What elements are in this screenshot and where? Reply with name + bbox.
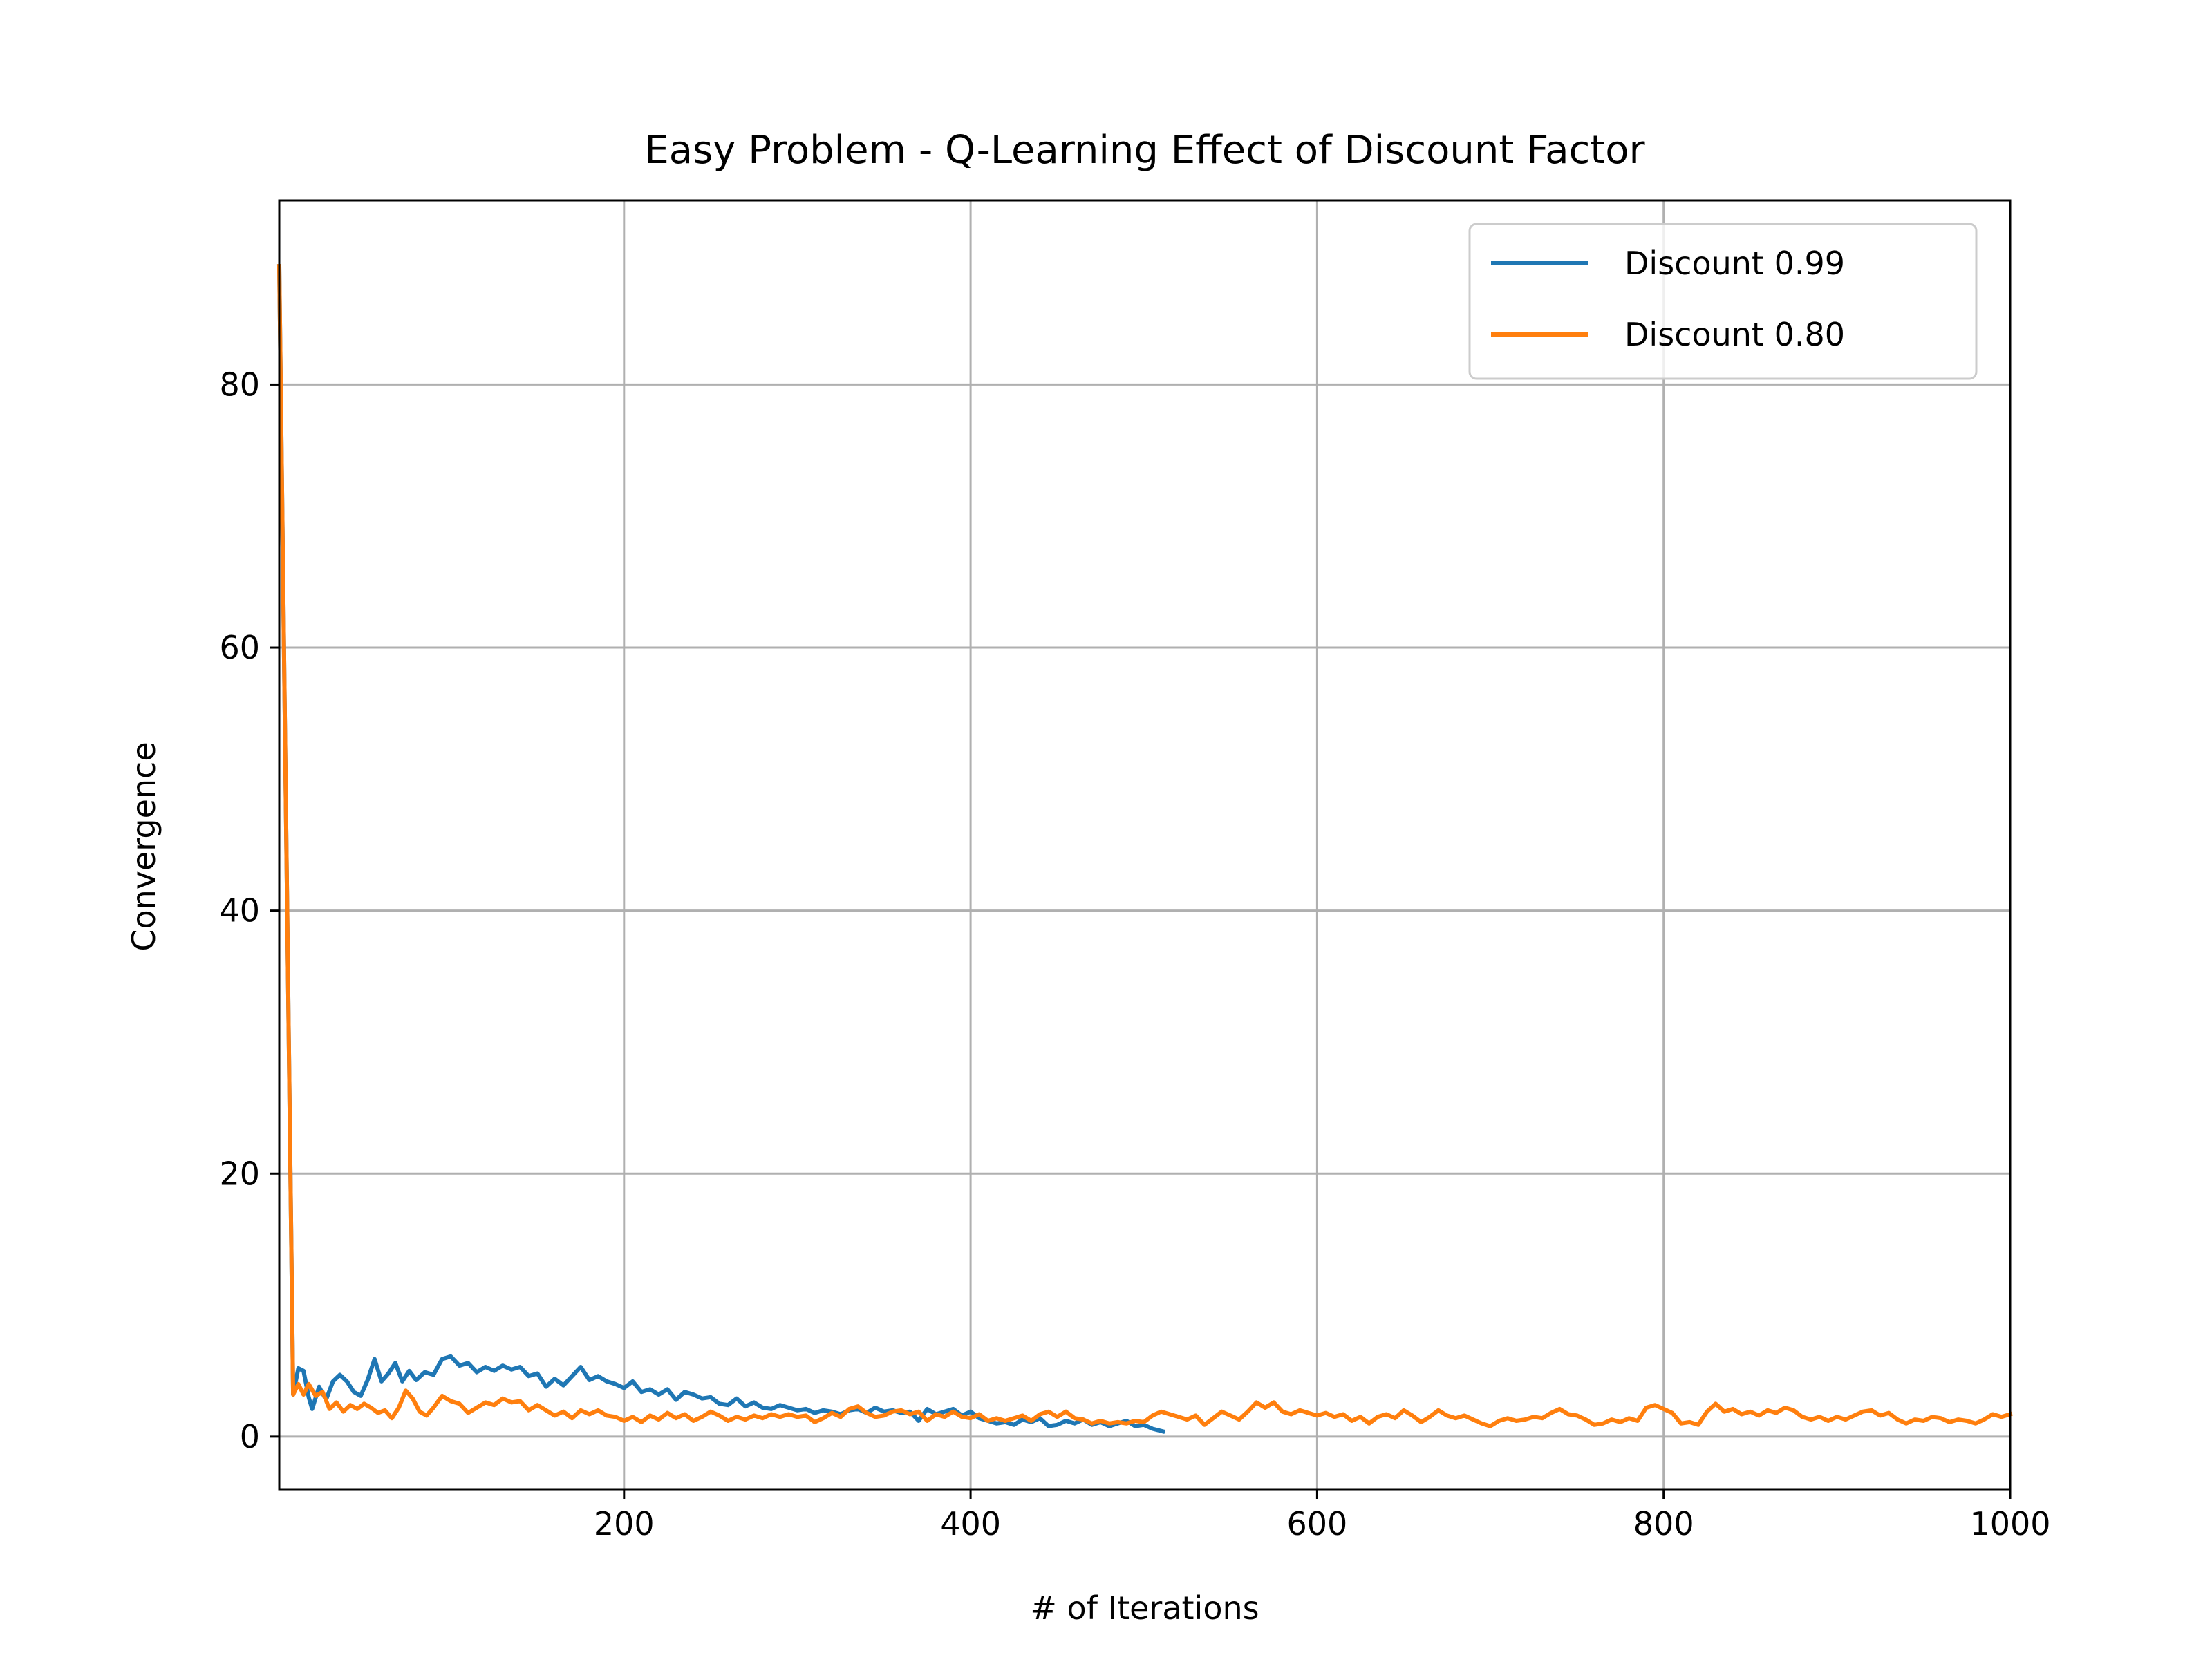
x-tick-label: 200 xyxy=(594,1505,655,1542)
grid xyxy=(279,200,2012,1489)
x-axis-label: # of Iterations xyxy=(1030,1589,1259,1627)
x-tick-label: 400 xyxy=(940,1505,1001,1542)
legend-box xyxy=(1468,223,1978,380)
x-tick-label: 600 xyxy=(1286,1505,1347,1542)
legend-label-discount-080: Discount 0.80 xyxy=(1624,316,1845,353)
series-lines xyxy=(276,264,2013,1434)
x-tick-label: 1000 xyxy=(1969,1505,2050,1542)
y-tick-label: 20 xyxy=(219,1155,260,1192)
y-tick-label: 80 xyxy=(219,366,260,403)
y-tick-label: 60 xyxy=(219,629,260,666)
legend: Discount 0.99 Discount 0.80 xyxy=(1468,223,1978,380)
legend-label-discount-099: Discount 0.99 xyxy=(1624,245,1845,282)
axis-ticks: 200 400 600 800 1000 0 20 40 60 80 xyxy=(219,366,2050,1542)
y-axis-label: Convergence xyxy=(125,742,162,951)
chart-title: Easy Problem - Q-Learning Effect of Disc… xyxy=(644,128,1645,173)
y-tick-label: 0 xyxy=(240,1418,260,1455)
series-line-1 xyxy=(276,264,2013,1428)
series-line-0 xyxy=(276,264,1165,1434)
y-tick-label: 40 xyxy=(219,892,260,929)
x-tick-label: 800 xyxy=(1633,1505,1694,1542)
plot-frame xyxy=(278,199,2012,1491)
